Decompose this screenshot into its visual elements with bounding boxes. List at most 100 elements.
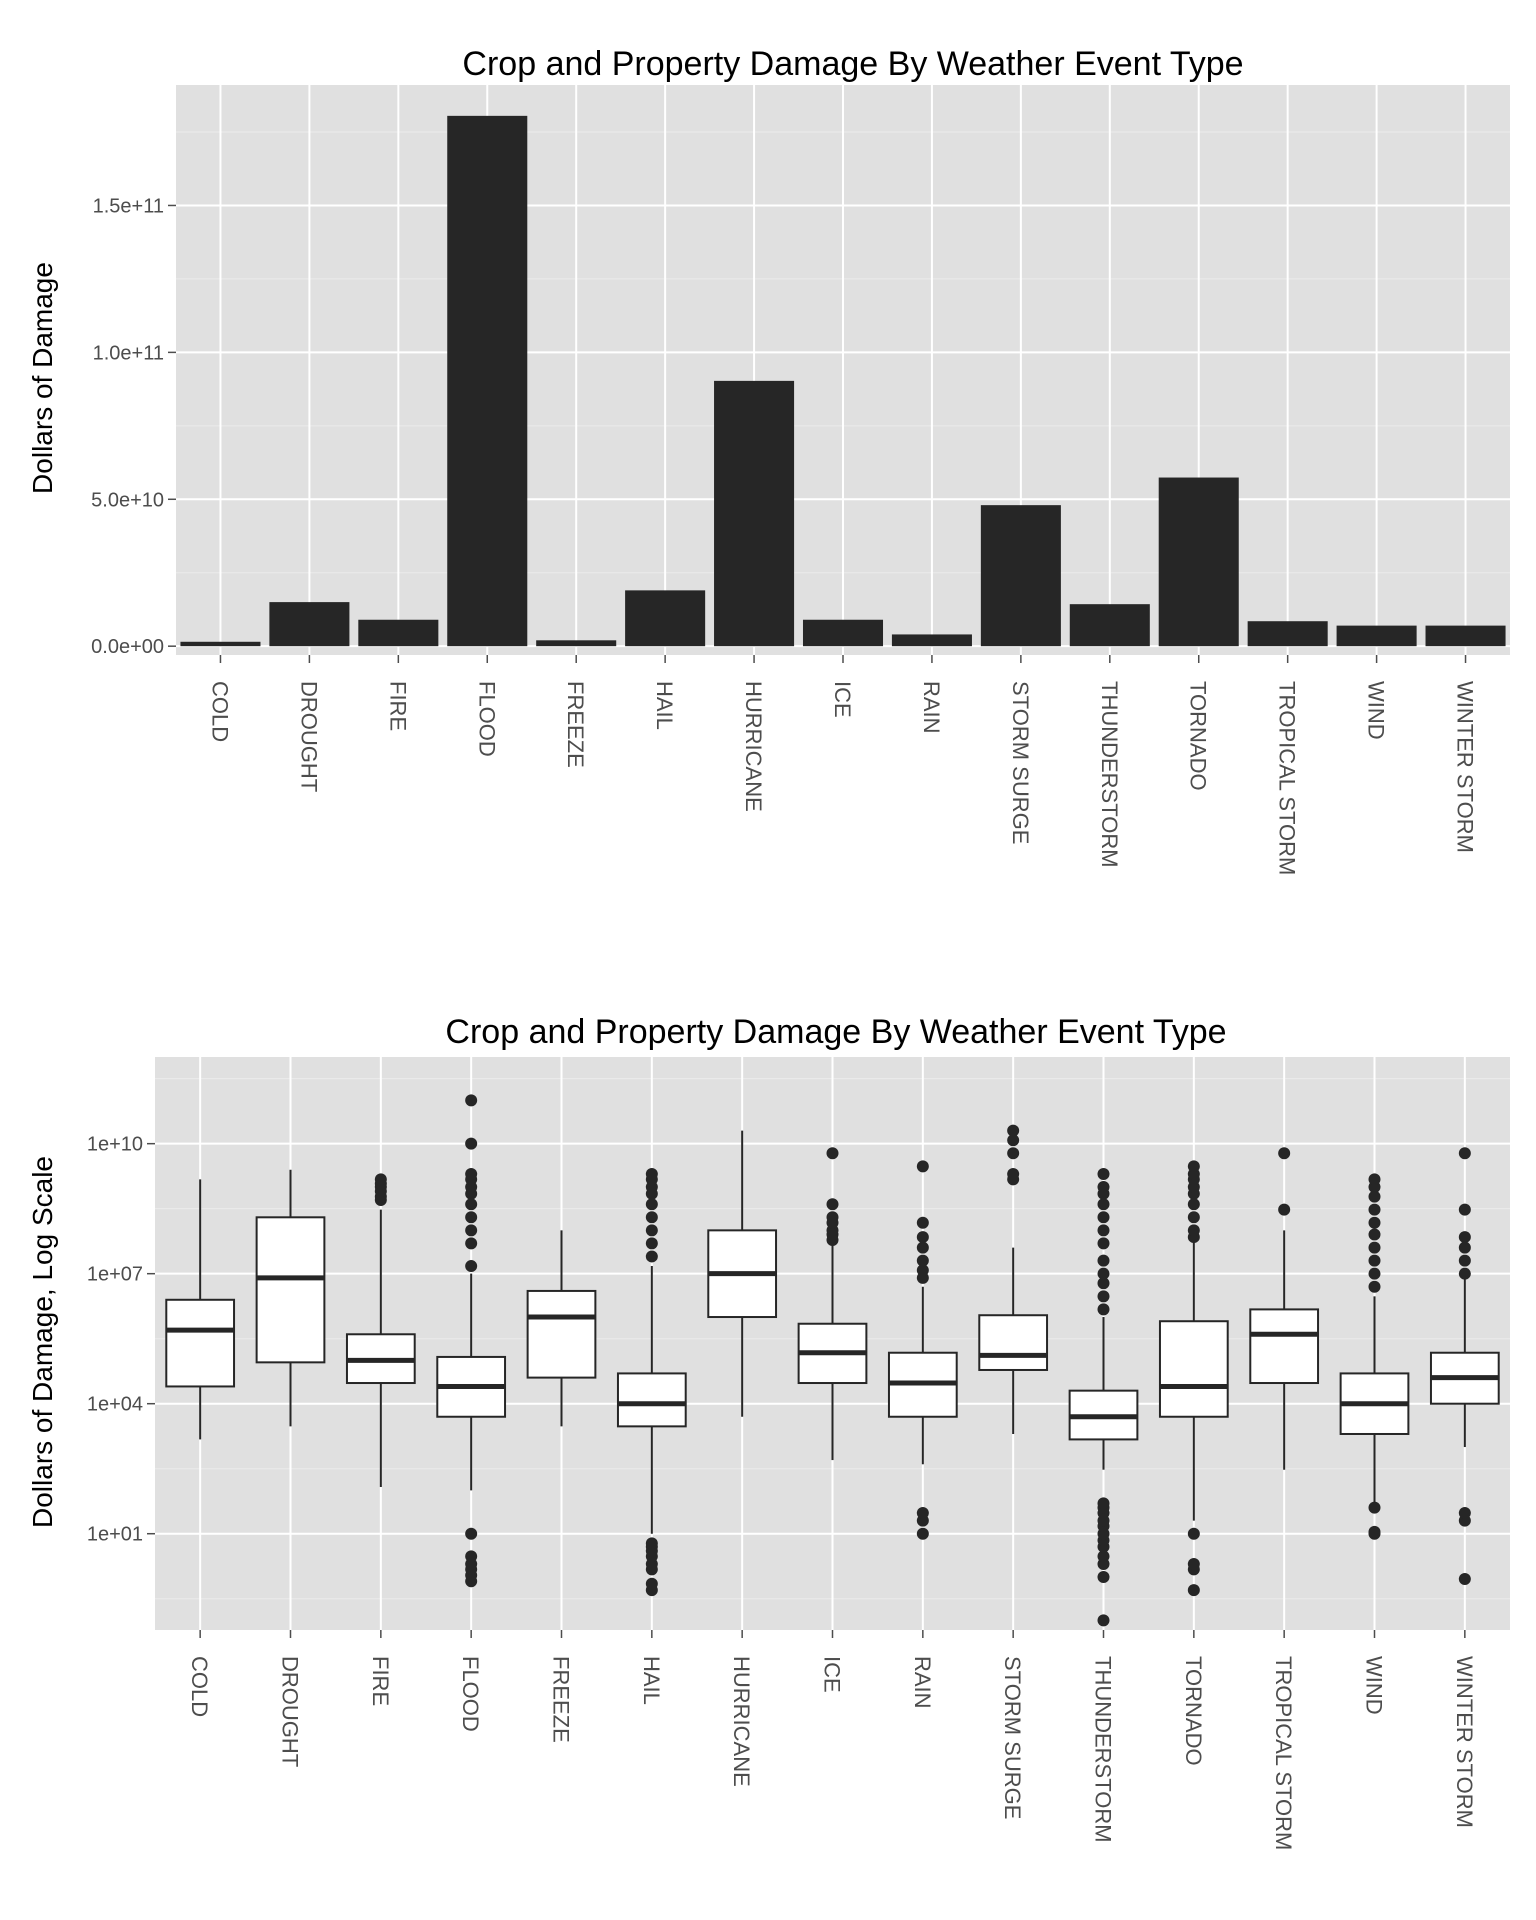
- outlier-point: [916, 1241, 929, 1254]
- outlier-point: [1278, 1203, 1291, 1216]
- box-plot-y-axis-label: Dollars of Damage, Log Scale: [27, 1156, 58, 1528]
- outlier-point: [826, 1147, 839, 1160]
- y-tick-label: 1e+10: [87, 1134, 143, 1156]
- bar-chart: Crop and Property Damage By Weather Even…: [27, 45, 1510, 875]
- box-fire: [345, 1173, 416, 1487]
- outlier-point: [465, 1550, 478, 1563]
- outlier-point: [1458, 1147, 1471, 1160]
- outlier-point: [1368, 1190, 1381, 1203]
- outlier-point: [1368, 1501, 1381, 1514]
- x-tick-label-winter-storm: WINTER STORM: [1452, 1656, 1477, 1828]
- iqr-box: [526, 1289, 597, 1379]
- outlier-point: [1458, 1241, 1471, 1254]
- outlier-point: [1458, 1267, 1471, 1280]
- outlier-point: [465, 1198, 478, 1211]
- box-freeze: [526, 1230, 597, 1427]
- bar-drought: [269, 602, 350, 647]
- outlier-point: [1097, 1237, 1110, 1250]
- outlier-point: [1458, 1507, 1471, 1520]
- outlier-point: [645, 1198, 658, 1211]
- outlier-point: [465, 1167, 478, 1180]
- bar-winter-storm: [1425, 625, 1506, 647]
- outlier-point: [645, 1577, 658, 1590]
- outlier-point: [1368, 1228, 1381, 1241]
- outlier-point: [1097, 1571, 1110, 1584]
- x-tick-label-tropical-storm: TROPICAL STORM: [1275, 681, 1300, 875]
- x-axis: COLD DROUGHT FIRE FLOOD FREEZE HAIL HURRICANE I…: [187, 1630, 1477, 1850]
- outlier-point: [1097, 1254, 1110, 1267]
- box-cold: [165, 1179, 236, 1440]
- bar-chart-title: Crop and Property Damage By Weather Even…: [462, 45, 1243, 83]
- x-tick-label-drought: DROUGHT: [278, 1656, 303, 1767]
- x-tick-label-storm-surge: STORM SURGE: [1000, 1656, 1025, 1819]
- box-thunderstorm: [1068, 1167, 1139, 1627]
- outlier-point: [1097, 1167, 1110, 1180]
- x-tick-label-ice: ICE: [820, 1656, 845, 1693]
- outlier-point: [1097, 1550, 1110, 1563]
- box-wind: [1339, 1173, 1410, 1540]
- outlier-point: [1097, 1198, 1110, 1211]
- x-tick-label-storm-surge: STORM SURGE: [1008, 681, 1033, 844]
- outlier-point: [465, 1211, 478, 1224]
- outlier-point: [1187, 1584, 1200, 1597]
- x-tick-label-cold: COLD: [207, 681, 232, 742]
- outlier-point: [465, 1237, 478, 1250]
- bar-storm-surge: [980, 505, 1061, 647]
- outlier-point: [465, 1094, 478, 1107]
- outlier-point: [645, 1167, 658, 1180]
- outlier-point: [1458, 1231, 1471, 1244]
- y-tick-label: 5.0e+10: [91, 489, 164, 511]
- x-tick-label-hail: HAIL: [639, 1656, 664, 1705]
- bars: [180, 115, 1506, 647]
- iqr-box: [1158, 1320, 1229, 1418]
- box-plot-chart: Crop and Property Damage By Weather Even…: [27, 1013, 1510, 1850]
- box-hurricane: [707, 1130, 778, 1417]
- outlier-point: [645, 1224, 658, 1237]
- x-tick-label-thunderstorm: THUNDERSTORM: [1097, 681, 1122, 868]
- bar-ice: [802, 619, 884, 647]
- y-tick-label: 1e+01: [87, 1524, 143, 1546]
- outlier-point: [1097, 1497, 1110, 1510]
- bar-flood: [447, 115, 528, 647]
- x-tick-label-cold: COLD: [187, 1656, 212, 1717]
- x-tick-label-winter-storm: WINTER STORM: [1453, 681, 1478, 853]
- box-winter-storm: [1429, 1147, 1500, 1586]
- x-tick-label-tornado: TORNADO: [1186, 681, 1211, 791]
- x-tick-label-tornado: TORNADO: [1181, 1656, 1206, 1766]
- box-tornado: [1158, 1160, 1229, 1597]
- y-axis: 1e+01 1e+04 1e+07 1e+10: [87, 1134, 155, 1546]
- x-tick-label-freeze: FREEZE: [563, 681, 588, 768]
- x-tick-label-fire: FIRE: [368, 1656, 393, 1706]
- outlier-point: [1097, 1614, 1110, 1627]
- outlier-point: [1368, 1254, 1381, 1267]
- box-flood: [436, 1094, 507, 1588]
- outlier-point: [916, 1507, 929, 1520]
- outlier-point: [1368, 1173, 1381, 1186]
- outlier-point: [1187, 1224, 1200, 1237]
- outlier-point: [1187, 1211, 1200, 1224]
- outlier-point: [465, 1527, 478, 1540]
- outlier-point: [1097, 1211, 1110, 1224]
- bar-tropical-storm: [1247, 621, 1328, 647]
- outlier-point: [1187, 1198, 1200, 1211]
- x-tick-label-hurricane: HURRICANE: [741, 681, 766, 812]
- x-tick-label-rain: RAIN: [910, 1656, 935, 1709]
- outlier-point: [1097, 1224, 1110, 1237]
- outlier-point: [1097, 1181, 1110, 1194]
- outlier-point: [645, 1537, 658, 1550]
- box-plot-title: Crop and Property Damage By Weather Even…: [445, 1013, 1226, 1051]
- box-tropical-storm: [1249, 1147, 1320, 1470]
- outlier-point: [826, 1198, 839, 1211]
- x-tick-label-ice: ICE: [830, 681, 855, 718]
- y-tick-label: 1.5e+11: [93, 195, 164, 217]
- iqr-box: [255, 1216, 326, 1364]
- outlier-point: [465, 1260, 478, 1273]
- iqr-box: [616, 1372, 687, 1428]
- outlier-point: [1007, 1167, 1020, 1180]
- iqr-box: [165, 1298, 236, 1388]
- outlier-point: [1458, 1573, 1471, 1586]
- box-hail: [616, 1167, 687, 1597]
- outlier-point: [374, 1173, 387, 1186]
- outlier-point: [1187, 1527, 1200, 1540]
- x-tick-label-thunderstorm: THUNDERSTORM: [1091, 1656, 1116, 1843]
